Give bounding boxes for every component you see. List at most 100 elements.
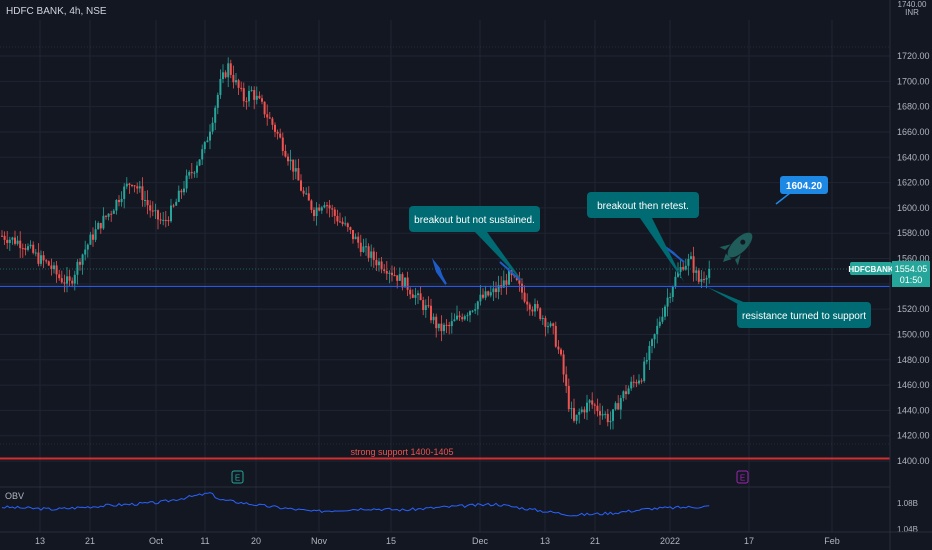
candle <box>359 234 362 257</box>
candle <box>341 217 344 227</box>
candle <box>201 144 204 166</box>
price-tick-label: 1640.00 <box>897 152 930 162</box>
earnings-marker[interactable]: E <box>231 470 244 484</box>
candle <box>541 315 544 325</box>
candle <box>99 222 102 234</box>
candle <box>479 285 482 306</box>
candle <box>419 286 422 301</box>
candle <box>146 190 149 215</box>
time-tick-label: 17 <box>744 536 754 546</box>
candle <box>133 185 136 193</box>
candle <box>604 411 607 419</box>
candle <box>656 318 659 344</box>
price-tick-label: 1560.00 <box>897 254 930 264</box>
candle <box>487 290 490 297</box>
candle <box>274 122 276 138</box>
candle <box>154 203 157 219</box>
candle <box>326 202 328 214</box>
candle <box>219 69 222 99</box>
candle <box>276 129 279 140</box>
candle <box>310 199 313 214</box>
candle <box>640 378 643 384</box>
price-axis-top-label: 1740.00 <box>898 0 927 9</box>
candle <box>157 209 159 230</box>
candle <box>445 319 448 334</box>
candle <box>523 285 526 304</box>
candle <box>482 288 484 300</box>
callout-breakout-not-sustained[interactable]: breakout but not sustained. <box>409 206 540 232</box>
candle <box>188 170 191 180</box>
candle <box>580 406 583 414</box>
candle <box>391 265 393 282</box>
candle <box>362 238 365 253</box>
price-tick-label: 1420.00 <box>897 431 930 441</box>
price-tick-label: 1580.00 <box>897 228 930 238</box>
candle <box>164 210 167 228</box>
target-price-label[interactable]: 1604.20 <box>780 176 828 194</box>
candle <box>528 302 531 316</box>
svg-text:breakout but not sustained.: breakout but not sustained. <box>414 215 535 226</box>
candle <box>536 300 539 312</box>
current-price-badge[interactable]: HDFCBANK 1554.05 01:50 <box>848 261 930 287</box>
candle <box>549 321 552 328</box>
candle <box>162 211 165 226</box>
candle <box>253 86 256 110</box>
callout-breakout-retest[interactable]: breakout then retest. <box>587 192 699 218</box>
candle <box>292 159 295 181</box>
candles-layer <box>1 57 711 430</box>
candle <box>115 199 118 215</box>
price-tick-label: 1400.00 <box>897 456 930 466</box>
candle <box>3 231 6 246</box>
svg-text:E: E <box>235 474 240 483</box>
candle <box>300 174 302 192</box>
candle <box>125 177 128 190</box>
callout-pointer <box>475 232 524 283</box>
candle <box>411 289 414 299</box>
candle <box>105 215 107 220</box>
price-tick-label: 1600.00 <box>897 203 930 213</box>
candle <box>588 399 591 412</box>
candle <box>352 229 354 244</box>
svg-text:breakout then retest.: breakout then retest. <box>597 201 689 212</box>
candle <box>110 210 113 222</box>
candle <box>227 57 230 88</box>
candle <box>328 199 331 218</box>
candle <box>250 86 253 92</box>
candle <box>89 231 92 245</box>
candle <box>183 181 185 196</box>
candle <box>180 188 183 199</box>
candle <box>63 274 66 293</box>
time-tick-label: Dec <box>472 536 489 546</box>
time-tick-label: Nov <box>311 536 328 546</box>
candle <box>196 161 198 178</box>
price-tick-label: 1720.00 <box>897 51 930 61</box>
symbol-title: HDFC BANK, 4h, NSE <box>6 6 107 17</box>
candle <box>591 392 594 409</box>
candle <box>248 85 250 107</box>
time-tick-label: 15 <box>386 536 396 546</box>
candle <box>708 260 711 284</box>
arrow-icon <box>496 258 522 282</box>
callout-resistance-to-support[interactable]: resistance turned to support <box>737 302 871 328</box>
candle <box>700 270 703 288</box>
candle <box>167 216 170 226</box>
time-tick-label: 21 <box>85 536 95 546</box>
price-tick-label: 1620.00 <box>897 178 930 188</box>
candle <box>232 65 235 89</box>
candle <box>159 212 162 225</box>
candle <box>21 243 24 258</box>
candle <box>32 241 35 255</box>
candle <box>224 70 227 79</box>
candle <box>118 195 120 207</box>
candle <box>432 313 435 325</box>
candle <box>149 200 152 218</box>
price-tick-label: 1700.00 <box>897 76 930 86</box>
candle <box>531 306 534 316</box>
candle <box>131 184 133 188</box>
candle <box>450 312 453 334</box>
candle <box>367 243 370 262</box>
earnings-marker[interactable]: E <box>736 470 749 484</box>
candle <box>102 207 105 230</box>
candle <box>6 231 9 249</box>
